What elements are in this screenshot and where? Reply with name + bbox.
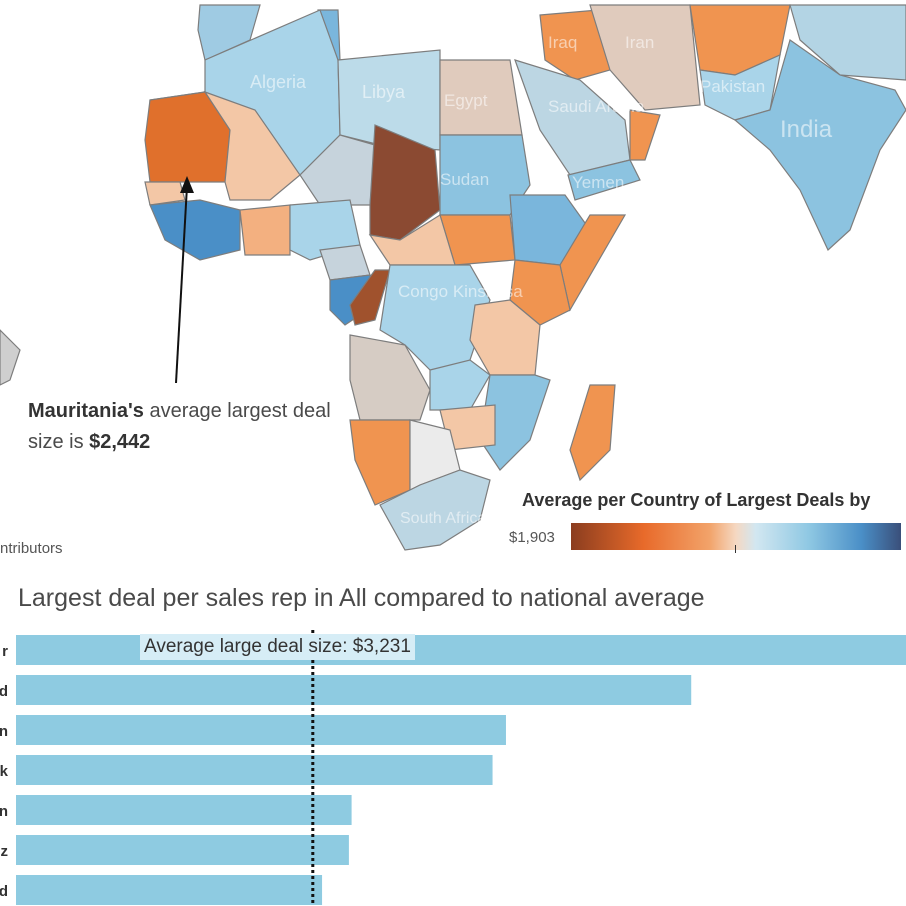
country-kenya: [509, 259, 571, 326]
country-yemen: [567, 159, 641, 201]
country-guinea: [149, 199, 241, 261]
map-label-congo-kinshasa: Congo Kinshasa: [398, 282, 523, 301]
map-label-iraq: Iraq: [548, 33, 577, 52]
bar-5[interactable]: [16, 835, 349, 865]
country-west-edge: [0, 329, 21, 386]
bar-3[interactable]: [16, 755, 493, 785]
annotation-country: Mauritania's: [28, 400, 144, 422]
country-south-africa: [379, 469, 491, 551]
bar-2[interactable]: [16, 715, 506, 745]
country-mali: [203, 90, 301, 201]
annotation-arrow: [175, 185, 188, 384]
bar-label-6: d: [0, 883, 8, 900]
country-zambia: [429, 359, 491, 411]
country-oman: [629, 109, 661, 161]
bar-label-1: d: [0, 683, 8, 700]
country-madagascar: [569, 384, 616, 482]
country-car: [368, 214, 456, 266]
country-angola: [349, 334, 431, 421]
map-label-iran: Iran: [625, 33, 654, 52]
map-label-south-africa: South Africa: [400, 510, 486, 527]
legend-min-label: $1,903: [509, 529, 555, 546]
bar-6[interactable]: [16, 875, 323, 905]
map-label-pakistan: Pakistan: [700, 77, 765, 96]
bar-1[interactable]: [16, 675, 692, 705]
choropleth-map[interactable]: Algeria Libya Egypt Iran Iraq Pakistan S…: [0, 0, 906, 560]
map-label-sudan: Sudan: [440, 170, 489, 189]
map-label-india: India: [780, 116, 833, 143]
country-north-asia: [789, 4, 906, 81]
legend-tick: [735, 545, 736, 553]
bar-4[interactable]: [16, 795, 352, 825]
country-senegal: [144, 181, 186, 206]
bar-label-5: z: [1, 843, 9, 860]
annotation-text: Mauritania's average largest deal size i…: [28, 396, 358, 458]
map-label-yemen: Yemen: [572, 173, 624, 192]
legend-color-ramp: [571, 523, 901, 550]
map-credit: ntributors: [0, 540, 63, 557]
map-label-algeria: Algeria: [250, 72, 307, 92]
bar-label-4: n: [0, 803, 8, 820]
bar-label-2: n: [0, 723, 8, 740]
reference-line-label: Average large deal size: $3,231: [140, 634, 415, 660]
annotation-value: $2,442: [89, 431, 151, 453]
bar-label-0: r: [2, 643, 8, 660]
bar-chart-title: Largest deal per sales rep in All compar…: [18, 584, 705, 612]
country-india: [733, 39, 906, 251]
country-iran: [589, 4, 701, 111]
annotation-arrowhead: [180, 176, 194, 193]
annotation-body: average largest deal size is: [28, 400, 331, 453]
legend-title: Average per Country of Largest Deals by: [522, 490, 871, 510]
map-label-libya: Libya: [362, 82, 406, 102]
country-iraq: [539, 9, 611, 81]
country-ghana: [239, 204, 291, 256]
map-label-saudi-arabia: Saudi Arabia: [548, 97, 645, 116]
bar-label-3: k: [0, 763, 9, 780]
map-label-egypt: Egypt: [444, 91, 488, 110]
bar-chart: r d n k n z d: [0, 630, 906, 906]
country-gabon: [349, 269, 391, 326]
country-namibia: [349, 419, 411, 506]
